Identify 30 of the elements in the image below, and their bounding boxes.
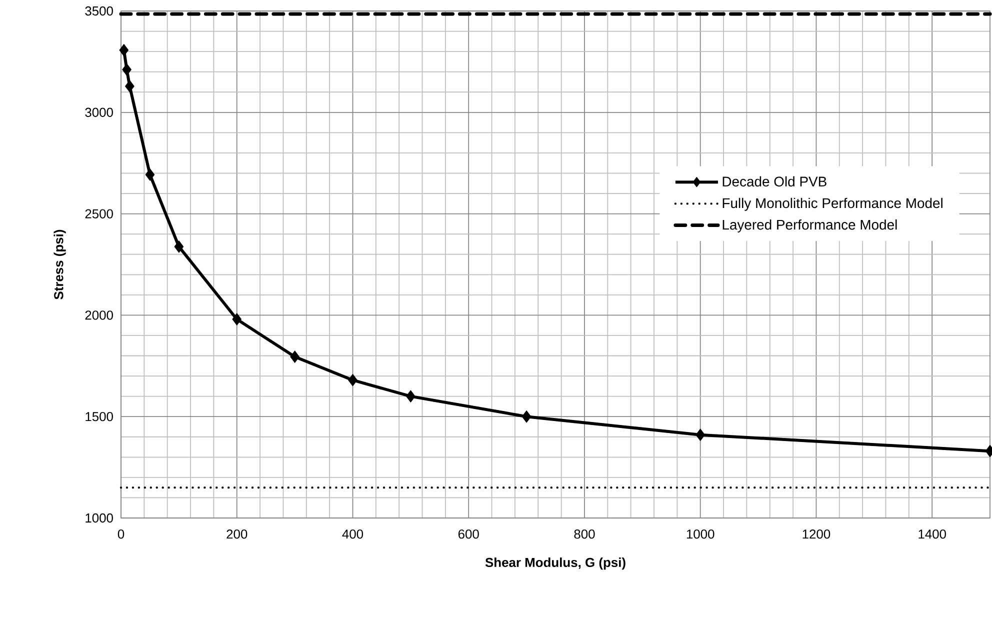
x-tick-label: 0 xyxy=(118,530,124,539)
legend-label: Decade Old PVB xyxy=(722,176,826,187)
legend-label: Fully Monolithic Performance Model xyxy=(722,198,942,211)
x-tick-label: 800 xyxy=(574,530,595,539)
y-tick-label: 2000 xyxy=(85,310,113,320)
point xyxy=(122,63,132,76)
point xyxy=(290,350,300,363)
x-tick-label: 600 xyxy=(458,530,479,539)
point xyxy=(406,390,416,403)
point xyxy=(174,240,184,253)
point xyxy=(145,168,155,181)
point xyxy=(696,428,706,442)
y-tick-label: 1000 xyxy=(86,513,113,523)
x-tick-label: 400 xyxy=(342,530,364,539)
x-tick-label: 1000 xyxy=(686,530,714,539)
legend-label: Layered Performance Model xyxy=(722,219,897,232)
x-tick-label: 200 xyxy=(226,530,248,539)
y-tick-label: 2500 xyxy=(85,209,113,218)
y-axis-title: Stress (psi) xyxy=(54,230,66,300)
x-tick-label: 1400 xyxy=(918,530,946,539)
y-tick-label: 3000 xyxy=(85,108,113,117)
point xyxy=(124,80,134,92)
x-tick-label: 1200 xyxy=(802,530,830,539)
x-axis-title: Shear Modulus, G (psi) xyxy=(485,558,626,570)
y-tick-label: 1500 xyxy=(86,412,113,422)
point xyxy=(119,44,129,56)
point xyxy=(348,374,358,386)
y-tick-label: 3500 xyxy=(85,6,113,16)
point xyxy=(232,313,242,326)
point xyxy=(522,410,532,423)
